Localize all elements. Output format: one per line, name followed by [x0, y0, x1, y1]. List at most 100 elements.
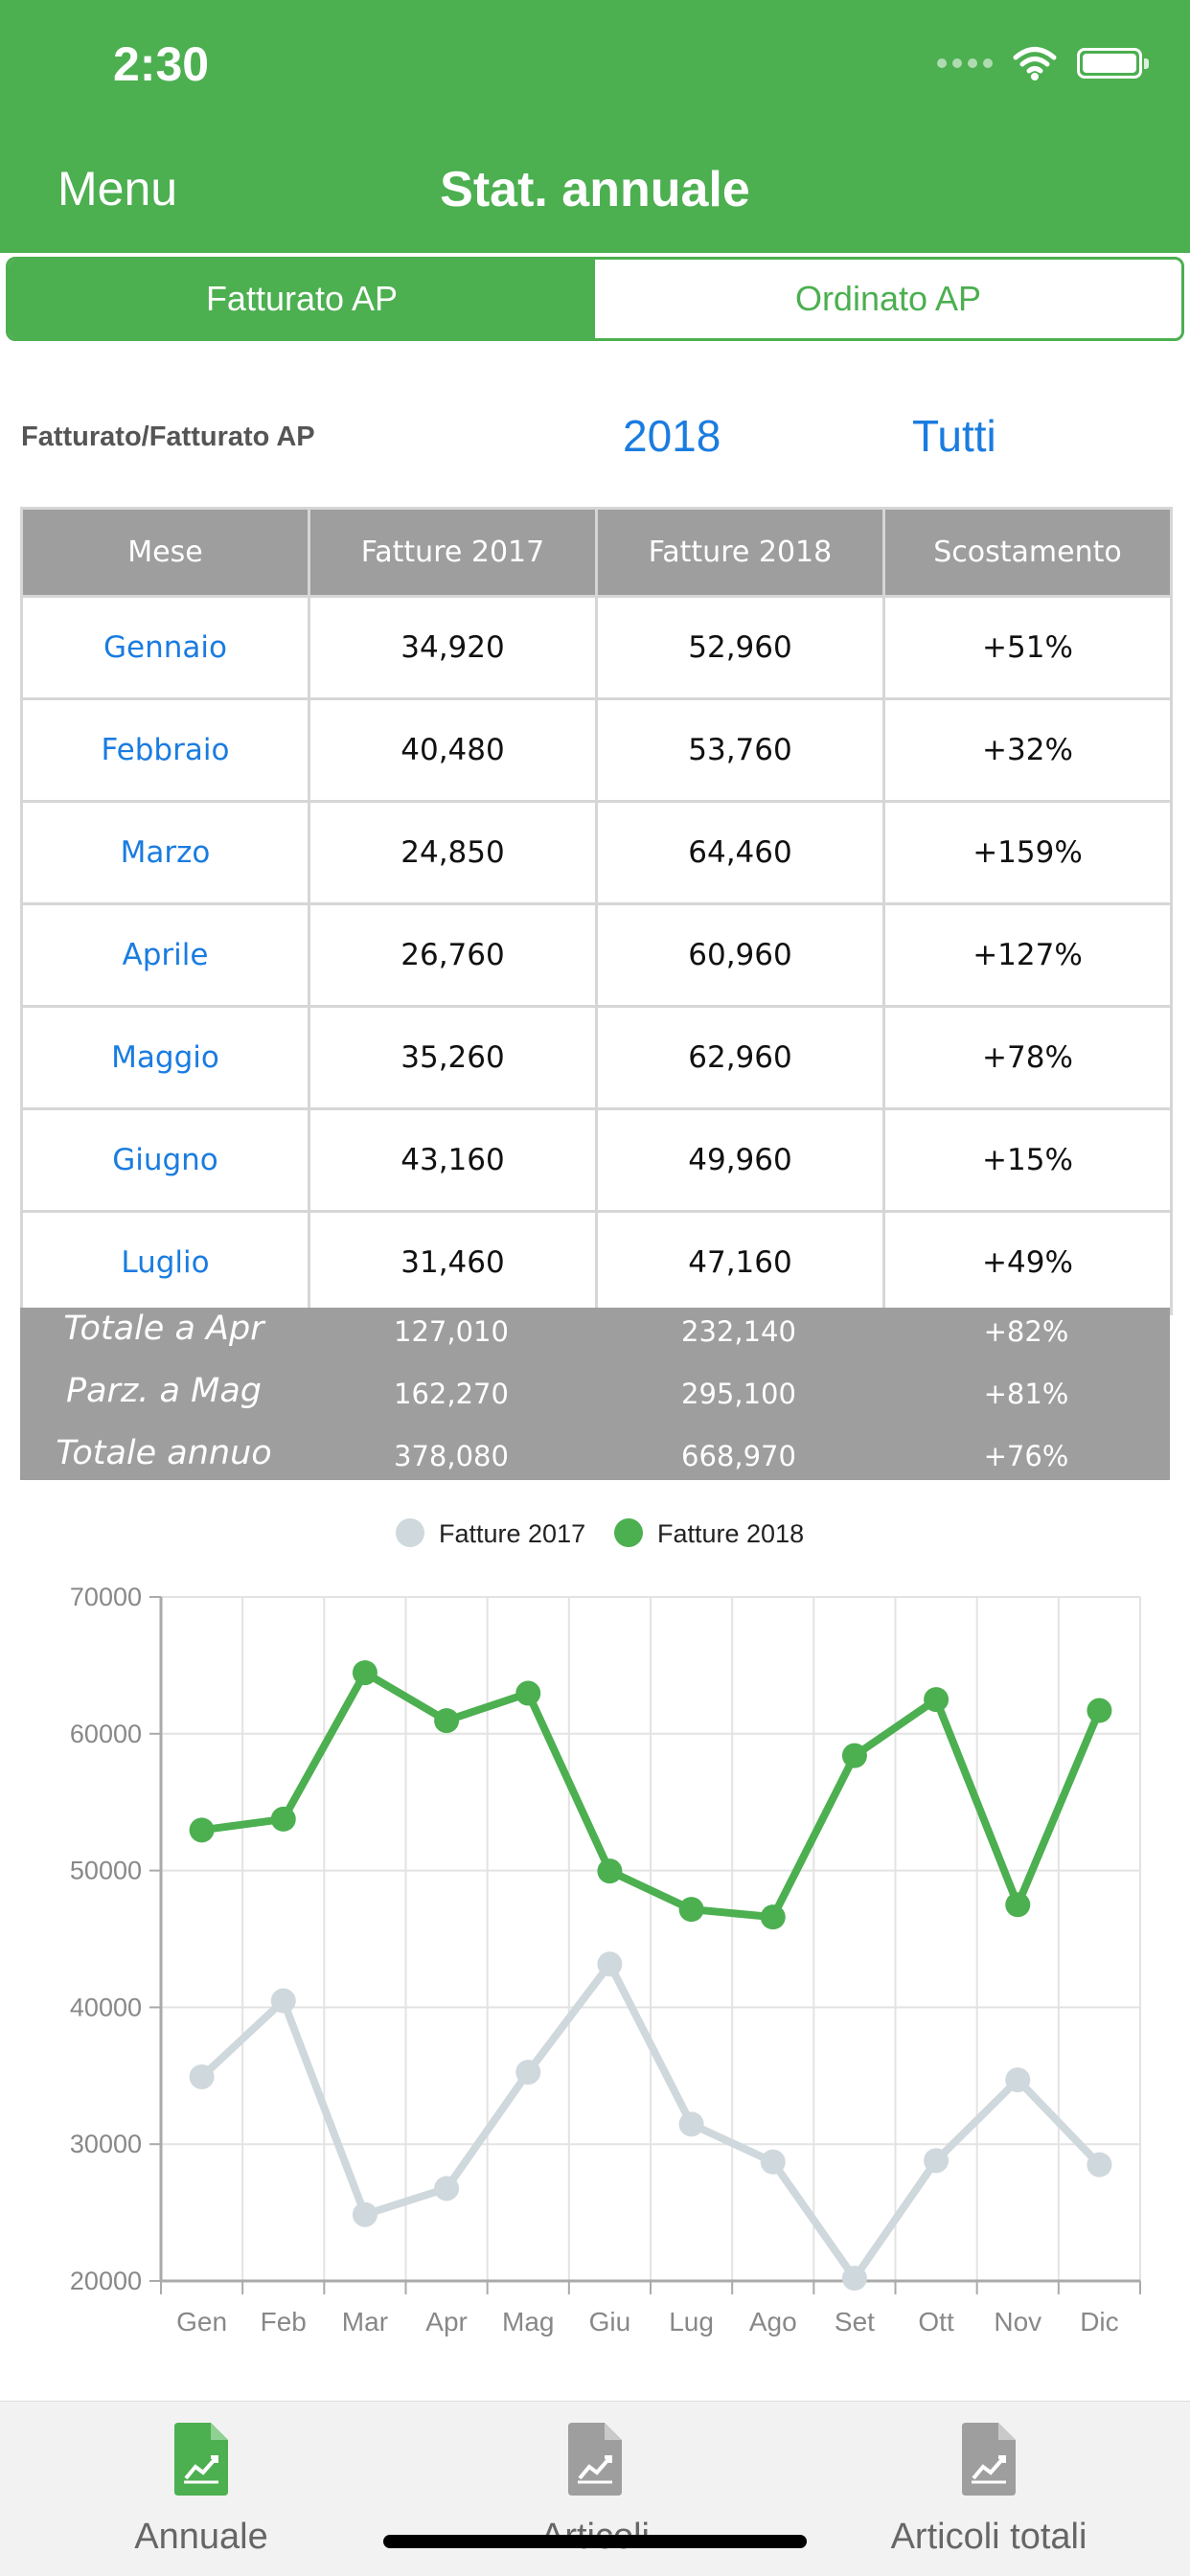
- data-point: [270, 1806, 296, 1832]
- status-time: 2:30: [113, 37, 210, 91]
- y-tick-label: 60000: [70, 1720, 142, 1748]
- cell-2018: 52,960: [595, 595, 885, 700]
- col-header-fatture-2018: Fatture 2018: [595, 507, 885, 598]
- totals-delta: +82%: [983, 1315, 1069, 1348]
- col-header-scostamento: Scostamento: [882, 507, 1173, 598]
- tab-articoli[interactable]: Articoli: [397, 2402, 793, 2576]
- data-point: [597, 1951, 623, 1977]
- y-tick-label: 70000: [70, 1583, 142, 1611]
- x-tick-label: Nov: [994, 2307, 1041, 2337]
- data-point: [1005, 2067, 1031, 2093]
- totals-row: Parz. a Mag 162,270 295,100 +81%: [20, 1370, 1170, 1427]
- segment-ordinato-ap[interactable]: Ordinato AP: [794, 279, 982, 318]
- cell-delta: +51%: [882, 595, 1173, 700]
- battery-icon: [1077, 48, 1149, 79]
- signal-icon: [937, 58, 993, 68]
- filter-label: Fatturato/Fatturato AP: [21, 422, 315, 452]
- x-tick-label: Lug: [669, 2307, 714, 2337]
- data-point: [189, 1817, 215, 1843]
- data-point: [515, 2060, 541, 2086]
- chart-document-icon: [568, 2423, 622, 2496]
- table-row: Maggio 35,260 62,960 +78%: [20, 1005, 1173, 1110]
- cell-2018: 62,960: [595, 1005, 885, 1110]
- table-row: Aprile 26,760 60,960 +127%: [20, 902, 1173, 1008]
- cell-2017: 24,850: [308, 800, 598, 905]
- legend-swatch: [614, 1518, 643, 1547]
- totals-2017: 127,010: [394, 1315, 509, 1348]
- month-link[interactable]: Aprile: [20, 902, 310, 1008]
- data-point: [434, 1708, 460, 1734]
- monthly-table: Mese Fatture 2017 Fatture 2018 Scostamen…: [20, 507, 1173, 1315]
- totals-delta: +76%: [983, 1440, 1069, 1472]
- x-tick-label: Ott: [918, 2307, 954, 2337]
- tab-articoli-totali[interactable]: Articoli totali: [790, 2402, 1187, 2576]
- month-link[interactable]: Febbraio: [20, 697, 310, 803]
- data-point: [924, 1687, 950, 1713]
- totals-block: Totale a Apr 127,010 232,140 +82% Parz. …: [20, 1308, 1170, 1480]
- totals-row: Totale a Apr 127,010 232,140 +82%: [20, 1308, 1170, 1365]
- data-point: [678, 2111, 704, 2137]
- totals-2017: 378,080: [394, 1440, 509, 1472]
- y-tick-label: 40000: [70, 1993, 142, 2021]
- tab-label: Articoli totali: [890, 2517, 1087, 2557]
- y-tick-label: 50000: [70, 1857, 142, 1885]
- x-tick-label: Gen: [176, 2307, 227, 2337]
- table-row: Febbraio 40,480 53,760 +32%: [20, 697, 1173, 803]
- data-point: [597, 1858, 623, 1884]
- cell-delta: +78%: [882, 1005, 1173, 1110]
- cell-2017: 43,160: [308, 1107, 598, 1213]
- series-line-2: [201, 1669, 1104, 1922]
- cell-delta: +15%: [882, 1107, 1173, 1213]
- x-tick-label: Apr: [425, 2307, 468, 2337]
- line-chart: 70000 60000 50000 40000 30000 20000 Gen Feb Mar A…: [70, 1518, 1141, 2337]
- month-link[interactable]: Giugno: [20, 1107, 310, 1213]
- totals-row: Totale annuo 378,080 668,970 +76%: [20, 1432, 1170, 1490]
- legend-swatch: [396, 1518, 424, 1547]
- chart-document-icon: [962, 2423, 1016, 2496]
- cell-2018: 49,960: [595, 1107, 885, 1213]
- menu-button[interactable]: Menu: [57, 162, 178, 216]
- cell-2017: 34,920: [308, 595, 598, 700]
- cell-delta: +49%: [882, 1210, 1173, 1315]
- x-tick-label: Set: [835, 2307, 875, 2337]
- cell-2018: 60,960: [595, 902, 885, 1008]
- data-point: [434, 2176, 460, 2201]
- data-point: [515, 1680, 541, 1706]
- tab-bar: Annuale Articoli Articoli totali: [0, 2401, 1190, 2576]
- cell-2017: 31,460: [308, 1210, 598, 1315]
- totals-label: Totale annuo: [56, 1434, 272, 1472]
- month-link[interactable]: Gennaio: [20, 595, 310, 700]
- page-title: Stat. annuale: [440, 162, 750, 217]
- cell-delta: +127%: [882, 902, 1173, 1008]
- data-point: [841, 2266, 867, 2291]
- cell-2017: 35,260: [308, 1005, 598, 1110]
- table-row: Giugno 43,160 49,960 +15%: [20, 1107, 1173, 1213]
- totals-2018: 668,970: [681, 1440, 796, 1472]
- tab-annuale[interactable]: Annuale: [3, 2402, 400, 2576]
- month-link[interactable]: Luglio: [20, 1210, 310, 1315]
- data-point: [189, 2063, 215, 2089]
- data-point: [1005, 1892, 1031, 1918]
- cell-2018: 53,760: [595, 697, 885, 803]
- table-row: Gennaio 34,920 52,960 +51%: [20, 595, 1173, 700]
- data-point: [352, 1660, 378, 1686]
- data-point: [1087, 2152, 1112, 2177]
- x-tick-label: Giu: [589, 2307, 631, 2337]
- scope-selector[interactable]: Tutti: [912, 411, 996, 461]
- totals-2018: 295,100: [681, 1378, 796, 1410]
- data-point: [760, 2149, 786, 2175]
- x-tick-label: Mar: [342, 2307, 388, 2337]
- cell-delta: +159%: [882, 800, 1173, 905]
- segment-fatturato-ap[interactable]: Fatturato AP: [9, 260, 595, 338]
- cell-2018: 47,160: [595, 1210, 885, 1315]
- totals-2017: 162,270: [394, 1378, 509, 1410]
- x-tick-label: Ago: [749, 2307, 797, 2337]
- y-tick-label: 30000: [70, 2130, 142, 2158]
- nav-header: 2:30 Menu Stat. annuale: [0, 0, 1190, 253]
- month-link[interactable]: Marzo: [20, 800, 310, 905]
- month-link[interactable]: Maggio: [20, 1005, 310, 1110]
- cell-2017: 26,760: [308, 902, 598, 1008]
- x-tick-label: Feb: [261, 2307, 307, 2337]
- cell-2017: 40,480: [308, 697, 598, 803]
- year-selector[interactable]: 2018: [623, 411, 721, 461]
